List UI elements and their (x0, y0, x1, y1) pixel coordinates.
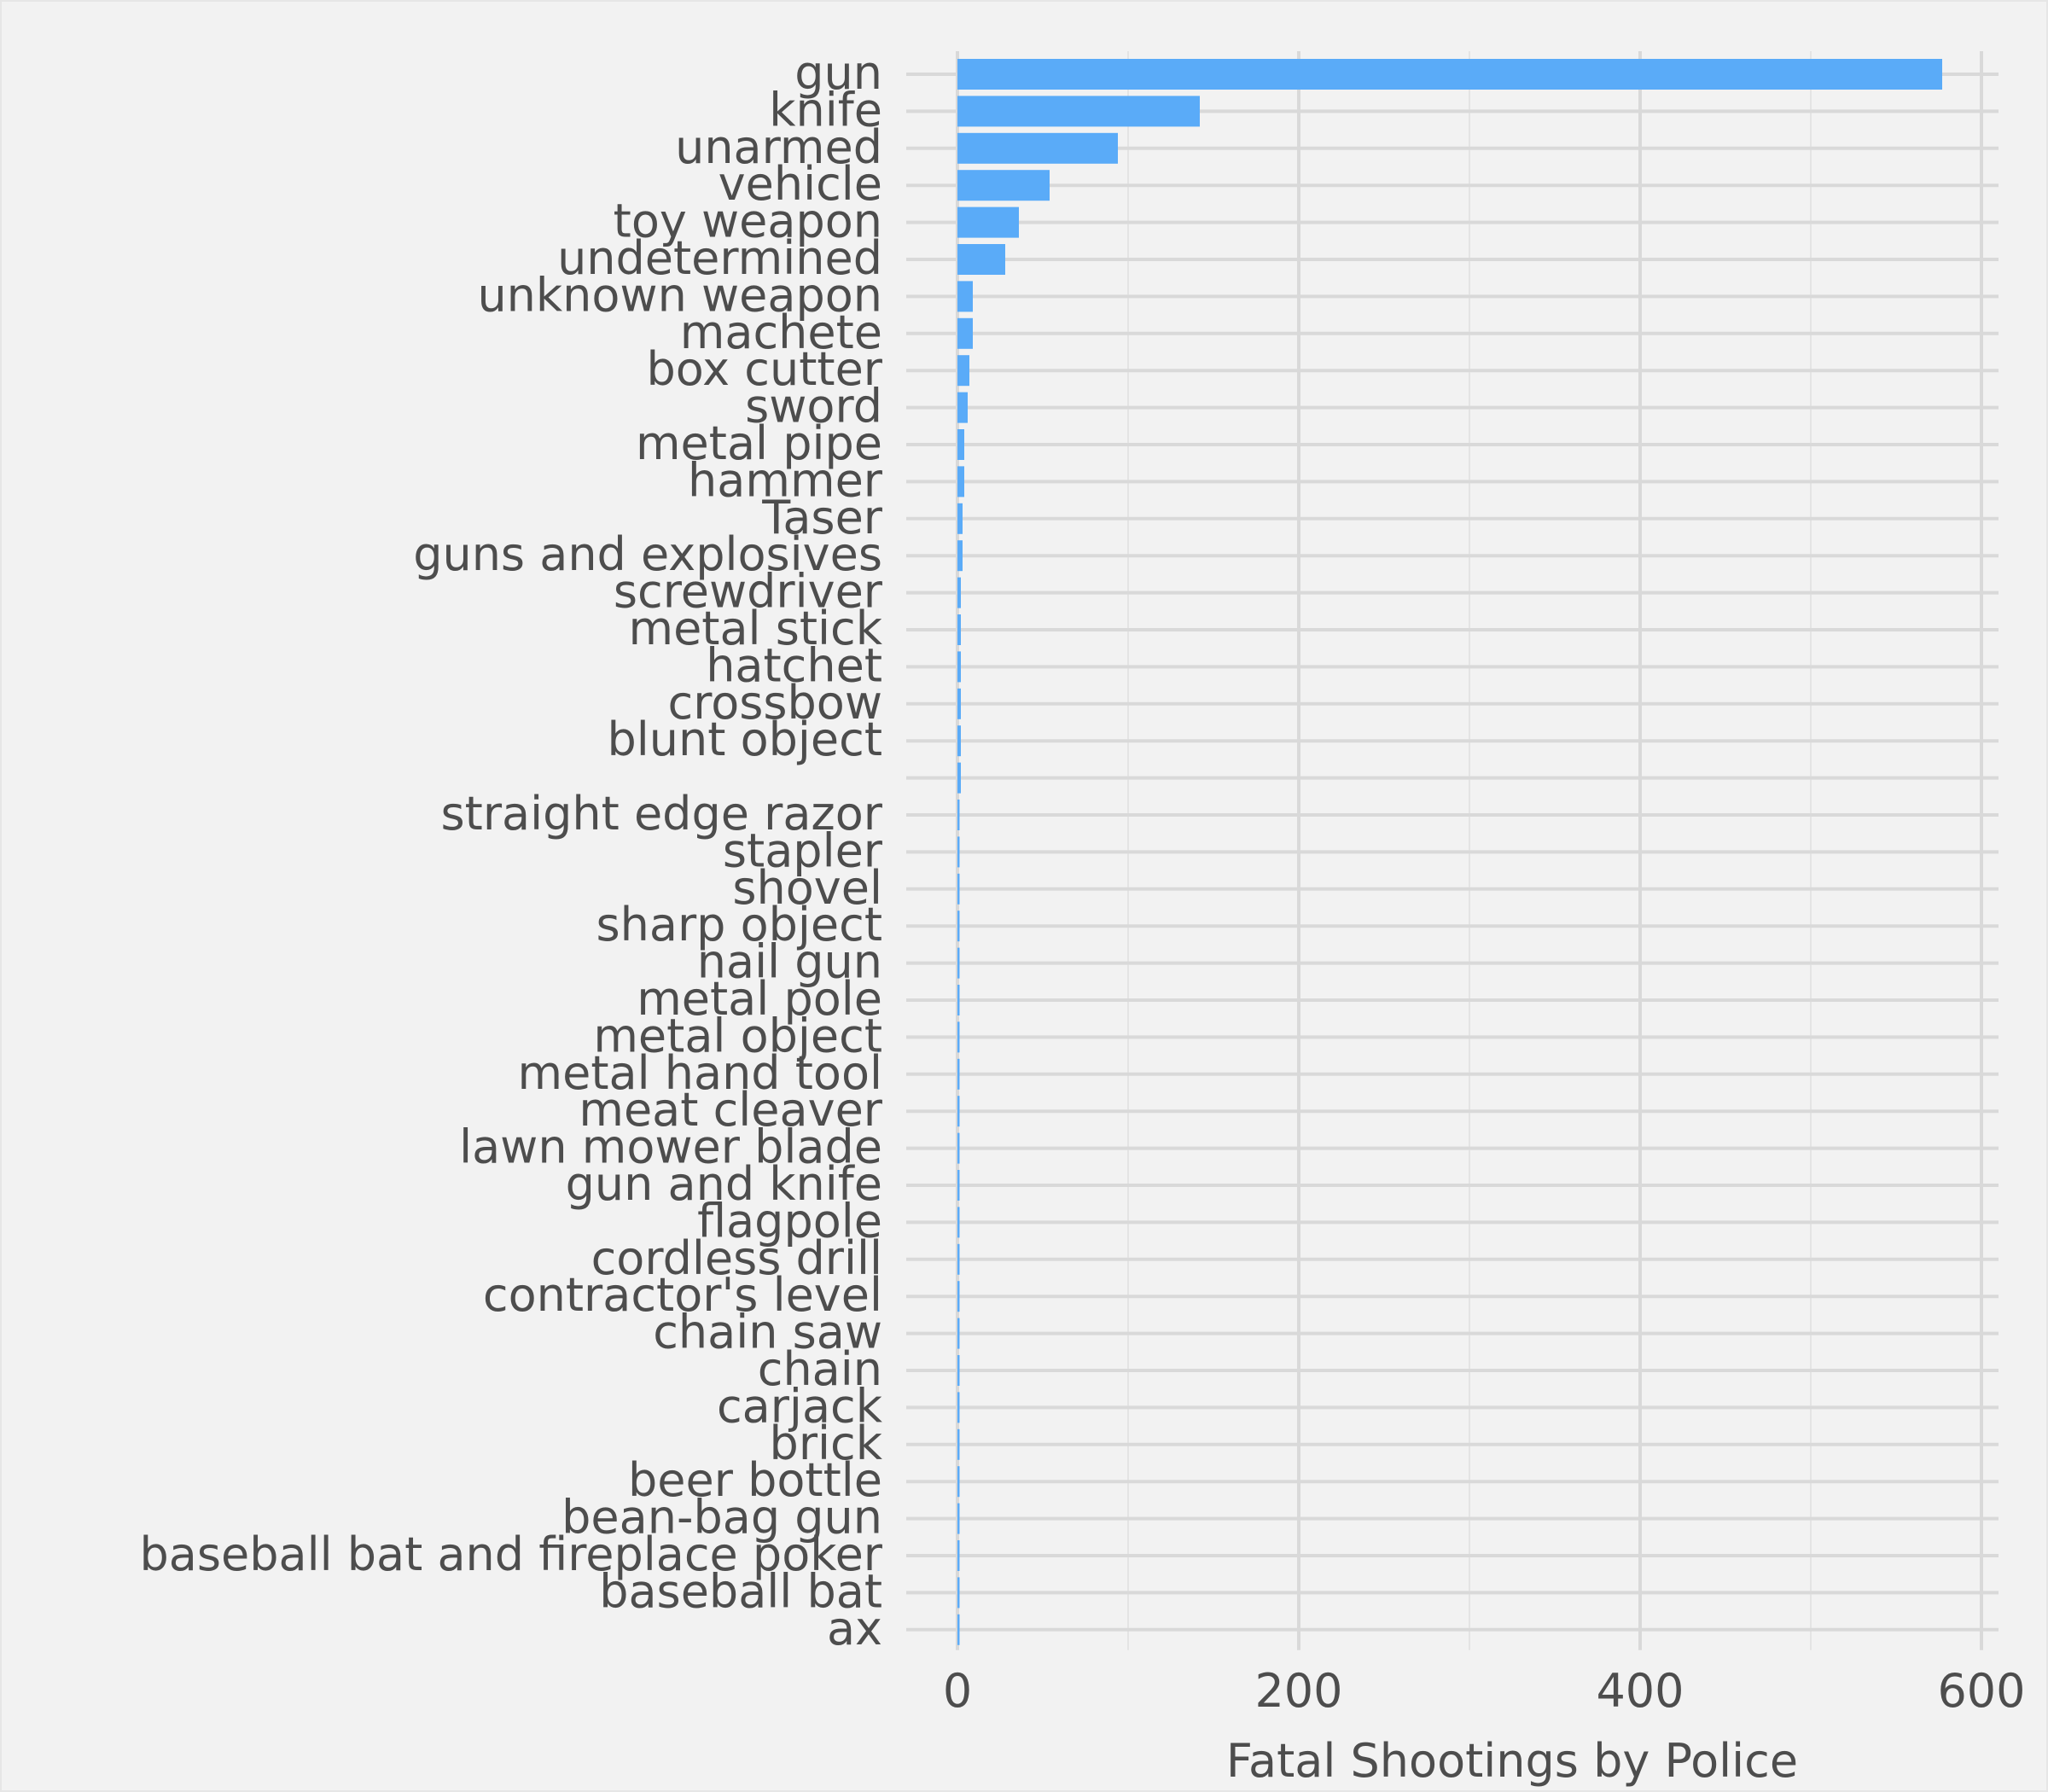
bar-layer (957, 59, 1942, 1645)
bar-lawn-mower-blade (957, 1132, 960, 1164)
category-label: toy weapon (614, 195, 882, 248)
bar-vehicle (957, 170, 1050, 201)
x-tick-label: 200 (1254, 1664, 1342, 1718)
category-label: metal pipe (636, 416, 882, 470)
bar-taser (957, 503, 963, 534)
category-label: hammer (688, 453, 883, 507)
bar-blank (957, 762, 961, 794)
category-label: sharp object (596, 898, 883, 951)
category-label: meat cleaver (579, 1083, 882, 1137)
category-label: knife (769, 83, 882, 137)
bar-bean-bag-gun (957, 1503, 960, 1534)
bar-sword (957, 392, 968, 423)
category-label: vehicle (719, 157, 882, 211)
bar-metal-pipe (957, 429, 964, 460)
bar-meat-cleaver (957, 1096, 960, 1127)
bar-cordless-drill (957, 1243, 960, 1275)
category-label: straight edge razor (441, 787, 883, 841)
bar-blunt-object (957, 725, 961, 757)
category-label: metal object (593, 1009, 882, 1062)
category-label: gun and knife (566, 1157, 882, 1211)
x-tick-label: 600 (1937, 1664, 2025, 1718)
category-label: blunt object (608, 713, 882, 766)
bar-metal-hand-tool (957, 1058, 960, 1090)
category-label: crossbow (668, 676, 883, 730)
category-label: chain (758, 1342, 882, 1396)
bar-baseball-bat-and-fireplace-poker (957, 1540, 960, 1571)
category-label: brick (770, 1417, 883, 1470)
bar-ax (957, 1614, 960, 1645)
bar-flagpole (957, 1207, 960, 1238)
bar-contractor-s-level (957, 1281, 960, 1312)
category-label: chain saw (653, 1306, 882, 1359)
bar-chain (957, 1355, 960, 1386)
bar-metal-object (957, 1021, 960, 1053)
bar-metal-pole (957, 985, 960, 1015)
bar-metal-stick (957, 614, 961, 645)
category-label: screwdriver (614, 565, 883, 619)
bar-sharp-object (957, 911, 960, 942)
category-label: shovel (732, 861, 882, 915)
bar-beer-bottle (957, 1466, 960, 1498)
bar-nail-gun (957, 947, 960, 979)
category-label: contractor's level (483, 1268, 882, 1322)
bar-guns-and-explosives (957, 540, 963, 572)
grid-layer (906, 51, 1999, 1650)
bar-brick (957, 1428, 960, 1460)
bar-baseball-bat (957, 1577, 960, 1609)
category-label: box cutter (647, 342, 883, 396)
bar-crossbow (957, 688, 961, 719)
category-label: cordless drill (591, 1231, 882, 1285)
category-label: ax (827, 1602, 882, 1655)
bar-gun-and-knife (957, 1170, 960, 1201)
category-label: machete (680, 305, 882, 359)
bar-toy-weapon (957, 207, 1019, 238)
category-label: sword (745, 380, 882, 433)
category-label: unknown weapon (477, 268, 882, 322)
bar-straight-edge-razor (957, 800, 960, 830)
bar-box-cutter (957, 355, 969, 387)
category-label: undetermined (557, 231, 882, 285)
category-label: Taser (761, 491, 882, 544)
category-label: unarmed (675, 120, 882, 174)
x-tick-label: 400 (1596, 1664, 1684, 1718)
bar-undetermined (957, 244, 1005, 275)
category-label: stapler (723, 823, 883, 877)
bar-hammer (957, 466, 964, 497)
category-label: guns and explosives (413, 527, 882, 581)
bar-chain-saw (957, 1318, 960, 1349)
bar-hatchet (957, 651, 961, 683)
x-axis-title: Fatal Shootings by Police (1226, 1734, 1798, 1788)
category-label: bean-bag gun (561, 1491, 882, 1545)
category-label: flagpole (697, 1194, 882, 1248)
category-label: carjack (717, 1379, 883, 1433)
bar-carjack (957, 1392, 960, 1423)
bar-knife (957, 96, 1200, 127)
bar-unknown-weapon (957, 281, 973, 312)
x-tick-label: 0 (943, 1664, 972, 1718)
bar-gun (957, 59, 1942, 90)
category-label: gun (794, 46, 882, 100)
x-axis-ticks: 0 200 400 600 (943, 1664, 2026, 1718)
category-label: baseball bat (599, 1564, 882, 1618)
bar-stapler (957, 836, 960, 868)
bar-unarmed (957, 132, 1118, 164)
bar-shovel (957, 873, 960, 905)
category-label: nail gun (697, 935, 882, 989)
category-label: metal hand tool (518, 1046, 883, 1100)
bar-screwdriver (957, 577, 961, 608)
bar-machete (957, 317, 973, 349)
category-label: baseball bat and fireplace poker (139, 1527, 882, 1581)
category-label: metal stick (628, 602, 882, 655)
category-label: metal pole (637, 972, 882, 1026)
category-label: hatchet (706, 638, 882, 692)
category-label: lawn mower blade (459, 1120, 882, 1174)
category-label: beer bottle (628, 1453, 882, 1507)
